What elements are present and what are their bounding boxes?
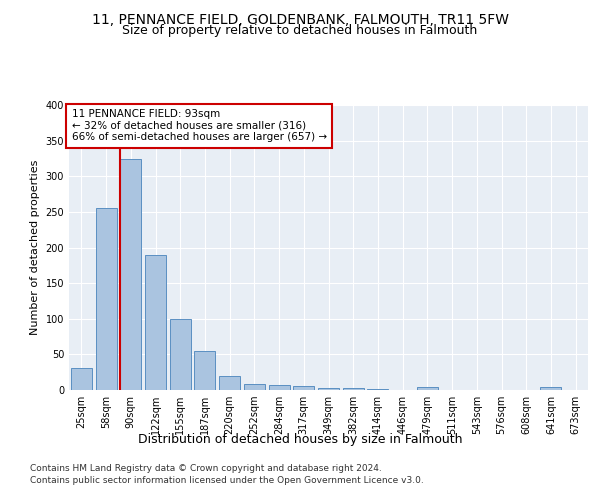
Bar (293, 386, 314, 390)
Bar (145, 254, 166, 390)
Bar (417, 387, 438, 390)
Bar (194, 351, 215, 390)
Bar (318, 388, 339, 390)
Text: Size of property relative to detached houses in Falmouth: Size of property relative to detached ho… (122, 24, 478, 37)
Bar (170, 319, 191, 390)
Bar (541, 387, 562, 390)
Bar (367, 388, 388, 390)
Bar (269, 385, 290, 390)
Bar (71, 368, 92, 390)
Text: Contains HM Land Registry data © Crown copyright and database right 2024.: Contains HM Land Registry data © Crown c… (30, 464, 382, 473)
Bar (219, 376, 240, 390)
Bar (343, 388, 364, 390)
Text: 11, PENNANCE FIELD, GOLDENBANK, FALMOUTH, TR11 5FW: 11, PENNANCE FIELD, GOLDENBANK, FALMOUTH… (91, 12, 509, 26)
Y-axis label: Number of detached properties: Number of detached properties (30, 160, 40, 335)
Bar (244, 384, 265, 390)
Text: Distribution of detached houses by size in Falmouth: Distribution of detached houses by size … (138, 432, 462, 446)
Text: Contains public sector information licensed under the Open Government Licence v3: Contains public sector information licen… (30, 476, 424, 485)
Bar (120, 159, 141, 390)
Text: 11 PENNANCE FIELD: 93sqm
← 32% of detached houses are smaller (316)
66% of semi-: 11 PENNANCE FIELD: 93sqm ← 32% of detach… (71, 110, 327, 142)
Bar (95, 208, 116, 390)
